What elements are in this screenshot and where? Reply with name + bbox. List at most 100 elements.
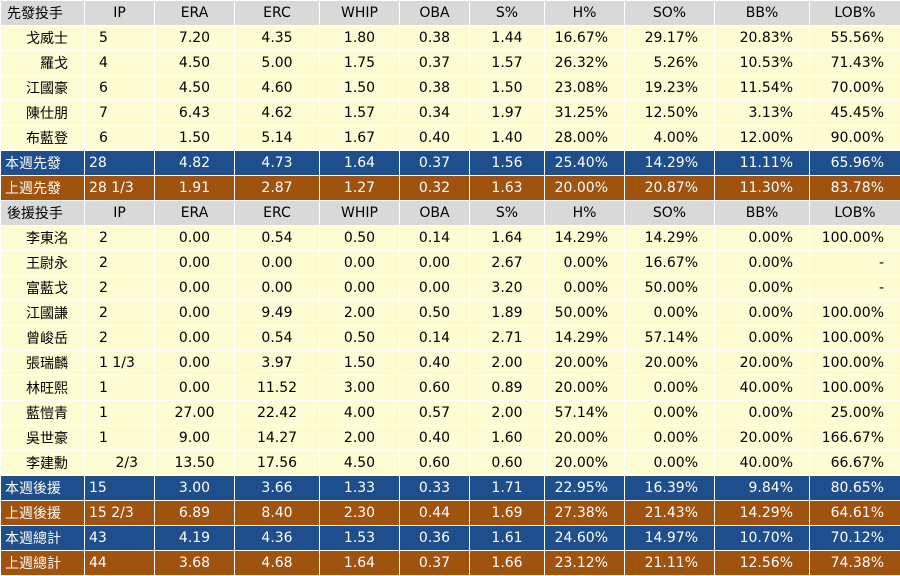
column-header-ip: IP (85, 1, 155, 26)
cell-era: 4.82 (155, 151, 235, 176)
cell-lob-pct: 64.61% (810, 501, 900, 526)
cell-name: 上週總計 (1, 551, 85, 576)
cell-lob-pct: 90.00% (810, 126, 900, 151)
cell-era: 13.50 (155, 451, 235, 476)
cell-whip: 0.00 (320, 251, 400, 276)
cell-lob-pct: 74.38% (810, 551, 900, 576)
cell-oba: 0.00 (400, 251, 470, 276)
cell-s-pct: 1.97 (470, 101, 545, 126)
cell-so-pct: 4.00% (625, 126, 715, 151)
cell-whip: 1.50 (320, 351, 400, 376)
cell-so-pct: 14.97% (625, 526, 715, 551)
cell-bb-pct: 11.11% (715, 151, 810, 176)
cell-h-pct: 31.25% (545, 101, 625, 126)
cell-lob-pct: 83.78% (810, 176, 900, 201)
cell-lob-pct: 166.67% (810, 426, 900, 451)
cell-whip: 0.50 (320, 226, 400, 251)
cell-h-pct: 0.00% (545, 276, 625, 301)
cell-so-pct: 14.29% (625, 226, 715, 251)
cell-h-pct: 20.00% (545, 426, 625, 451)
cell-whip: 1.33 (320, 476, 400, 501)
cell-bb-pct: 10.53% (715, 51, 810, 76)
cell-so-pct: 14.29% (625, 151, 715, 176)
cell-so-pct: 21.43% (625, 501, 715, 526)
cell-name: 羅戈 (1, 51, 85, 76)
cell-h-pct: 28.00% (545, 126, 625, 151)
cell-whip: 2.30 (320, 501, 400, 526)
cell-bb-pct: 0.00% (715, 326, 810, 351)
cell-oba: 0.57 (400, 401, 470, 426)
cell-bb-pct: 11.54% (715, 76, 810, 101)
cell-oba: 0.40 (400, 426, 470, 451)
cell-h-pct: 20.00% (545, 451, 625, 476)
cell-so-pct: 0.00% (625, 451, 715, 476)
cell-bb-pct: 11.30% (715, 176, 810, 201)
cell-erc: 4.73 (235, 151, 320, 176)
cell-oba: 0.33 (400, 476, 470, 501)
cell-erc: 0.54 (235, 326, 320, 351)
cell-s-pct: 1.63 (470, 176, 545, 201)
cell-erc: 11.52 (235, 376, 320, 401)
cell-h-pct: 14.29% (545, 226, 625, 251)
cell-era: 6.43 (155, 101, 235, 126)
cell-s-pct: 1.60 (470, 426, 545, 451)
cell-oba: 0.37 (400, 151, 470, 176)
column-header-bb-pct: BB% (715, 201, 810, 226)
cell-era: 1.91 (155, 176, 235, 201)
cell-bb-pct: 14.29% (715, 501, 810, 526)
cell-name: 曾峻岳 (1, 326, 85, 351)
cell-erc: 5.00 (235, 51, 320, 76)
column-header-ip: IP (85, 201, 155, 226)
cell-era: 6.89 (155, 501, 235, 526)
cell-oba: 0.37 (400, 551, 470, 576)
cell-whip: 0.50 (320, 326, 400, 351)
cell-erc: 3.66 (235, 476, 320, 501)
cell-so-pct: 20.87% (625, 176, 715, 201)
cell-era: 0.00 (155, 251, 235, 276)
cell-ip: 6 (85, 76, 155, 101)
column-header-s-pct: S% (470, 1, 545, 26)
column-header-oba: OBA (400, 1, 470, 26)
cell-whip: 1.64 (320, 151, 400, 176)
cell-h-pct: 27.38% (545, 501, 625, 526)
cell-s-pct: 1.64 (470, 226, 545, 251)
cell-bb-pct: 40.00% (715, 376, 810, 401)
cell-era: 3.00 (155, 476, 235, 501)
cell-name: 李東洺 (1, 226, 85, 251)
cell-ip: 28 1/3 (85, 176, 155, 201)
cell-bb-pct: 9.84% (715, 476, 810, 501)
cell-so-pct: 57.14% (625, 326, 715, 351)
cell-lob-pct: 100.00% (810, 326, 900, 351)
cell-s-pct: 3.20 (470, 276, 545, 301)
cell-era: 27.00 (155, 401, 235, 426)
cell-h-pct: 14.29% (545, 326, 625, 351)
cell-ip: 2 (85, 301, 155, 326)
cell-era: 3.68 (155, 551, 235, 576)
column-header-era: ERA (155, 201, 235, 226)
cell-lob-pct: 25.00% (810, 401, 900, 426)
cell-s-pct: 2.67 (470, 251, 545, 276)
cell-era: 9.00 (155, 426, 235, 451)
cell-name: 李建勳 (1, 451, 85, 476)
cell-lob-pct: 100.00% (810, 351, 900, 376)
cell-lob-pct: 66.67% (810, 451, 900, 476)
cell-whip: 1.67 (320, 126, 400, 151)
cell-oba: 0.38 (400, 26, 470, 51)
cell-oba: 0.14 (400, 326, 470, 351)
cell-ip: 2 (85, 226, 155, 251)
cell-oba: 0.60 (400, 451, 470, 476)
cell-s-pct: 1.69 (470, 501, 545, 526)
cell-s-pct: 1.44 (470, 26, 545, 51)
column-header-lob-pct: LOB% (810, 1, 900, 26)
cell-whip: 0.00 (320, 276, 400, 301)
